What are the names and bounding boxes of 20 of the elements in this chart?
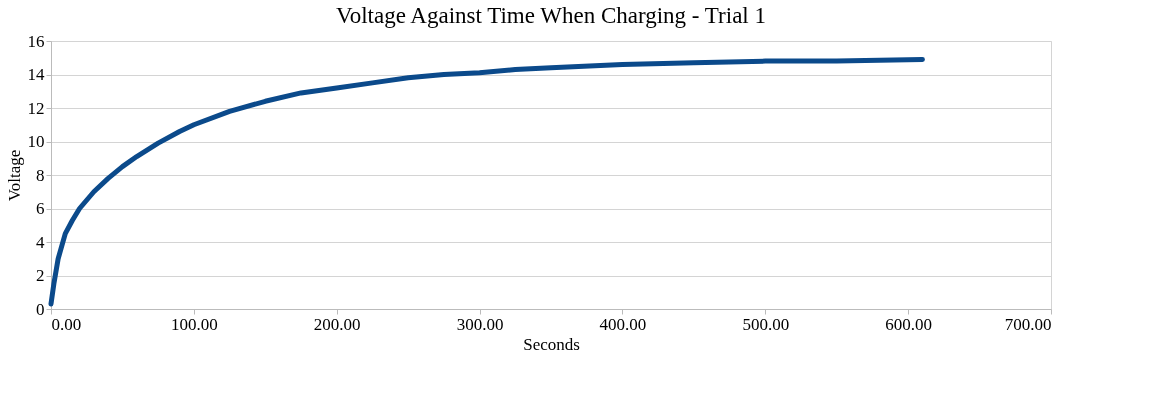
x-tick-label: 700.00 bbox=[1004, 314, 1052, 334]
x-axis-title: Seconds bbox=[523, 334, 580, 354]
x-tick-label: 600.00 bbox=[885, 314, 933, 334]
x-tick-label: 300.00 bbox=[456, 314, 504, 334]
y-tick-label: 6 bbox=[36, 199, 45, 218]
y-axis-title: Voltage bbox=[4, 149, 24, 202]
x-tick-label: 400.00 bbox=[599, 314, 647, 334]
y-tick-label: 0 bbox=[36, 299, 45, 319]
y-tick-label: 8 bbox=[36, 165, 45, 185]
x-tick-label: 200.00 bbox=[313, 314, 361, 334]
y-tick-label: 12 bbox=[27, 98, 45, 118]
x-tick-label: 100.00 bbox=[170, 314, 218, 334]
y-tick-label: 14 bbox=[27, 65, 45, 84]
x-tick-label: 500.00 bbox=[742, 314, 790, 334]
chart-title: Voltage Against Time When Charging - Trial 1 bbox=[335, 3, 767, 28]
y-tick-label: 2 bbox=[36, 266, 45, 285]
y-tick-label: 16 bbox=[27, 31, 45, 51]
x-tick-label: 0.00 bbox=[51, 314, 82, 334]
y-tick-label: 4 bbox=[36, 232, 45, 252]
y-tick-label: 10 bbox=[27, 132, 45, 151]
